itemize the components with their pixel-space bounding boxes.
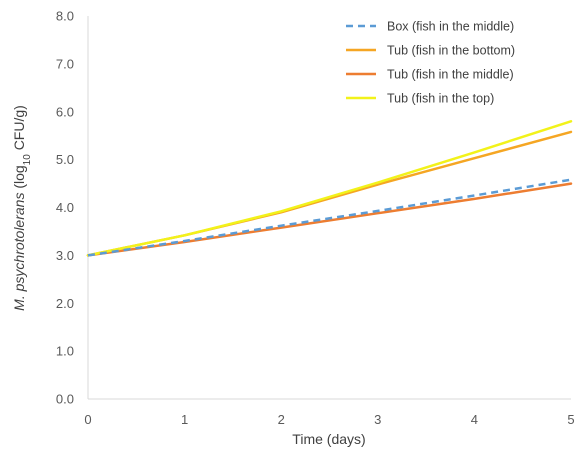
y-axis-title-sub: 10 bbox=[22, 154, 33, 166]
legend-label: Box (fish in the middle) bbox=[387, 20, 514, 34]
series-lines bbox=[86, 120, 573, 257]
series-line bbox=[86, 182, 573, 257]
legend-label: Tub (fish in the top) bbox=[387, 92, 494, 106]
y-tick-label: 2.0 bbox=[56, 296, 74, 311]
y-tick-labels: 0.0 1.0 2.0 3.0 4.0 5.0 6.0 7.0 8.0 bbox=[56, 9, 74, 407]
series-line bbox=[87, 178, 572, 257]
x-tick-label: 1 bbox=[181, 412, 188, 427]
y-axis-title-post: CFU/g) bbox=[11, 105, 27, 154]
x-tick-label: 4 bbox=[471, 412, 478, 427]
legend-label: Tub (fish in the bottom) bbox=[387, 44, 515, 58]
y-tick-label: 4.0 bbox=[56, 200, 74, 215]
series-line bbox=[86, 130, 573, 257]
y-tick-label: 6.0 bbox=[56, 104, 74, 119]
x-tick-label: 2 bbox=[278, 412, 285, 427]
y-tick-label: 0.0 bbox=[56, 392, 74, 407]
legend: Box (fish in the middle) Tub (fish in the… bbox=[346, 20, 515, 106]
y-axis-title-pre: (log bbox=[11, 165, 27, 192]
axes bbox=[87, 16, 571, 400]
y-tick-label: 1.0 bbox=[56, 344, 74, 359]
series-line bbox=[86, 120, 573, 257]
y-tick-label: 8.0 bbox=[56, 9, 74, 24]
y-tick-label: 7.0 bbox=[56, 56, 74, 71]
legend-label: Tub (fish in the middle) bbox=[387, 68, 514, 82]
y-axis-title: M. psychrotolerans (log10 CFU/g) bbox=[11, 105, 33, 311]
x-axis-title: Time (days) bbox=[292, 431, 365, 447]
y-tick-label: 5.0 bbox=[56, 152, 74, 167]
x-tick-label: 5 bbox=[567, 412, 574, 427]
x-tick-labels: 0 1 2 3 4 5 bbox=[84, 412, 574, 427]
x-tick-label: 3 bbox=[374, 412, 381, 427]
y-tick-label: 3.0 bbox=[56, 248, 74, 263]
y-axis-title-italic: M. psychrotolerans bbox=[11, 193, 27, 311]
x-tick-label: 0 bbox=[84, 412, 91, 427]
